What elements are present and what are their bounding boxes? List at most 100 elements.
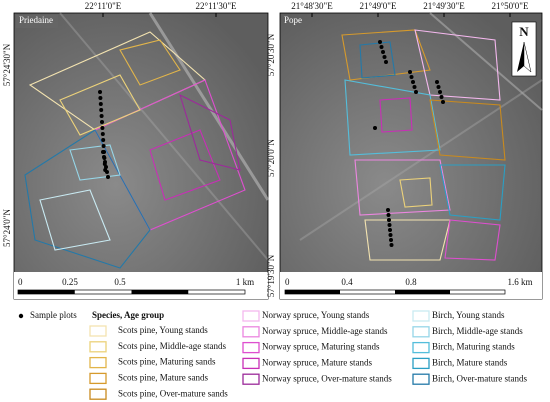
- legend-label: Birch, Young stands: [432, 310, 505, 320]
- north-label: N: [519, 24, 529, 39]
- stand: [354, 159, 451, 216]
- legend-label: Birch, Over-mature stands: [432, 373, 528, 383]
- sample-plot: [100, 120, 104, 124]
- legend-swatch: [242, 373, 260, 385]
- longitude-label: 22°11'0"E: [85, 1, 122, 11]
- legend-label: Norway spruce, Over-mature stands: [262, 373, 392, 383]
- sample-plot: [438, 90, 442, 94]
- labels: 22°11'0"E 22°11'30"E 57°24'30"N 57°24'0"N 0 0…: [2, 1, 533, 400]
- legend-swatch: [412, 373, 430, 385]
- sample-plot: [106, 175, 110, 179]
- sample-plot: [389, 238, 393, 242]
- road: [59, 12, 269, 261]
- legend-label: Birch, Middle-age stands: [432, 326, 523, 336]
- sample-plot: [384, 60, 388, 64]
- sample-plot: [99, 114, 104, 118]
- legend-swatch: [89, 372, 107, 385]
- sample-plot: [378, 40, 382, 44]
- site-name: Pope: [284, 15, 302, 25]
- legend-label: Scots pine, Mature sands: [118, 372, 208, 382]
- scale-label: 0.8: [405, 277, 417, 287]
- stand: [149, 129, 221, 201]
- scale-bg: [14, 272, 268, 299]
- sample-plot: [381, 50, 385, 54]
- longitude-label: 21°49'30"E: [423, 1, 465, 11]
- legend-sample-plots: Sample plots: [30, 310, 77, 320]
- legend-swatch: [242, 357, 260, 370]
- stand: [179, 93, 241, 171]
- sample-plot: [373, 126, 377, 130]
- sample-plot: [408, 70, 412, 74]
- sample-plot: [98, 90, 102, 94]
- scale-label: 0.25: [62, 277, 78, 287]
- legend-dot: [18, 313, 24, 319]
- legend-label: Scots pine, Young stands: [118, 325, 208, 335]
- scale-label: 0.4: [341, 277, 353, 287]
- longitude-label: 21°50'0"E: [492, 1, 529, 11]
- legend-swatch: [89, 356, 107, 369]
- legend-swatch: [412, 357, 430, 370]
- site-name: Priedaine: [19, 15, 53, 25]
- scale-label: 1.6 km: [507, 277, 532, 287]
- stand: [341, 29, 431, 81]
- sample-plot: [105, 170, 109, 174]
- legend-swatch: [242, 326, 260, 338]
- longitude-label: 21°48'30"E: [291, 1, 333, 11]
- scale-bar-fill: [395, 290, 450, 294]
- stand: [364, 219, 451, 261]
- sample-plot-dots: [98, 40, 445, 247]
- longitude-label: 22°11'30"E: [195, 1, 237, 11]
- sample-plot: [436, 85, 441, 89]
- stand: [69, 144, 121, 181]
- map-left: [13, 12, 269, 300]
- latitude-label: 57°19'30"N: [266, 254, 276, 297]
- map-right: [279, 12, 543, 300]
- road: [429, 12, 543, 111]
- scale-label: 0.5: [114, 277, 126, 287]
- legend-swatch: [242, 310, 260, 322]
- scale-label: 1 km: [236, 277, 254, 287]
- scale-label: 0: [18, 277, 23, 287]
- stand: [59, 74, 141, 136]
- legend-label: Birch, Maturing stands: [432, 342, 515, 352]
- legend-label: Norway spruce, Maturing stands: [262, 342, 380, 352]
- stand: [429, 99, 506, 161]
- sample-plot: [411, 80, 415, 84]
- latitude-label: 57°20'30"N: [266, 33, 276, 76]
- sample-plot: [414, 90, 418, 94]
- north-arrow: N: [511, 21, 537, 77]
- road: [148, 12, 270, 201]
- sample-plot: [412, 85, 417, 89]
- legend-header: Species, Age group: [92, 310, 164, 320]
- legend-swatch: [89, 325, 107, 337]
- stand: [444, 219, 501, 261]
- scale-bar-fill: [131, 290, 189, 294]
- label-bg: [16, 15, 58, 28]
- legend-label: Scots pine, Over-mature sands: [118, 388, 228, 398]
- sample-plot: [382, 55, 387, 59]
- sample-plot: [409, 75, 414, 79]
- stand: [439, 164, 506, 221]
- stand: [379, 97, 413, 133]
- sample-plot: [103, 160, 107, 164]
- sample-plot: [441, 100, 445, 104]
- sample-plot: [98, 102, 103, 106]
- legend-label: Scots pine, Middle-age stands: [118, 341, 226, 351]
- sample-plot: [379, 45, 384, 49]
- sample-plot: [388, 233, 393, 237]
- legend-swatch: [89, 388, 107, 400]
- legend-label: Norway spruce, Young stands: [262, 310, 370, 320]
- sample-plot: [101, 138, 106, 142]
- sample-plot: [389, 243, 394, 247]
- sample-plot: [100, 132, 105, 136]
- sample-plot: [388, 228, 392, 232]
- sample-plot: [104, 165, 108, 169]
- longitude-label: 21°49'0"E: [360, 1, 397, 11]
- latitude-label: 57°20'0"N: [266, 139, 276, 177]
- sample-plot: [439, 95, 444, 99]
- sample-plot: [101, 144, 106, 148]
- sample-plot: [386, 208, 390, 212]
- stand: [119, 39, 181, 86]
